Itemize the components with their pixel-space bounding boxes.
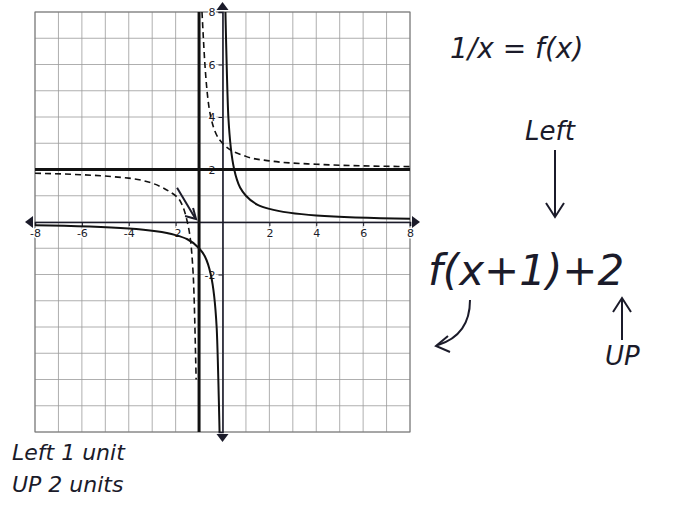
arrowhead [25, 216, 33, 228]
annotation: Left 1 unit [12, 440, 126, 465]
grid-line [199, 12, 200, 432]
tick: 4 [313, 222, 320, 240]
tick: -2 [205, 269, 223, 282]
series-line [198, 12, 201, 432]
annotations: 1/x = f(x) Left f(x+1)+2 UP Left 1 unit UP 2 … [12, 32, 640, 497]
y-axis: -22468 [205, 6, 223, 432]
tick: 2 [266, 222, 273, 240]
series-line [35, 12, 410, 380]
series-line [35, 168, 410, 171]
annotation: f(x+1)+2 [428, 246, 624, 295]
tick-mark [176, 222, 177, 226]
annotation: UP 2 units [12, 472, 123, 497]
arrowhead [412, 216, 420, 228]
tick-mark [316, 222, 317, 226]
pointer-arrow [554, 150, 556, 215]
tick-label: 6 [360, 227, 367, 240]
pointer-arrow [438, 300, 470, 345]
x-axis: -8-6-4-22468 [30, 222, 414, 240]
tick: -4 [124, 222, 135, 240]
chart: -8-6-4-22468-224681/x = f(x)Leftf(x+1)+2… [0, 0, 691, 509]
tick-label: 8 [209, 6, 216, 19]
tick-mark [410, 222, 411, 226]
tick-mark [219, 275, 223, 276]
tick-label: 8 [407, 227, 414, 240]
pointer-arrowhead [613, 298, 631, 312]
tick: -6 [77, 222, 88, 240]
series-line [35, 12, 410, 432]
tick-mark [219, 117, 223, 118]
tick-mark [363, 222, 364, 226]
grid-line [35, 169, 410, 170]
tick-label: -8 [30, 227, 41, 240]
annotation: UP [605, 341, 640, 371]
tick-label: 2 [266, 227, 273, 240]
annotation: Left [525, 116, 576, 146]
pointer-arrowhead [185, 208, 196, 219]
arrowhead [217, 434, 229, 442]
grid [35, 12, 410, 432]
tick: 6 [360, 222, 367, 240]
pointer-arrow [177, 188, 195, 218]
plot-frame [35, 12, 410, 432]
arrowhead [217, 2, 229, 10]
tick-label: 4 [313, 227, 320, 240]
axis-arrows [25, 2, 420, 442]
tick-mark [269, 222, 270, 226]
tick-label: 6 [209, 59, 216, 72]
annotation: 1/x = f(x) [450, 32, 583, 65]
tick-label: -6 [77, 227, 88, 240]
pointer-arrowhead [546, 203, 564, 217]
pointer-arrows [177, 150, 631, 352]
tick-mark [219, 12, 223, 13]
tick-mark [219, 65, 223, 66]
pointer-arrow [621, 300, 623, 340]
axis-line [219, 13, 224, 433]
tick: 6 [209, 59, 223, 72]
series-group [35, 12, 410, 432]
pointer-arrowhead [436, 336, 450, 352]
tick-mark [129, 222, 130, 226]
